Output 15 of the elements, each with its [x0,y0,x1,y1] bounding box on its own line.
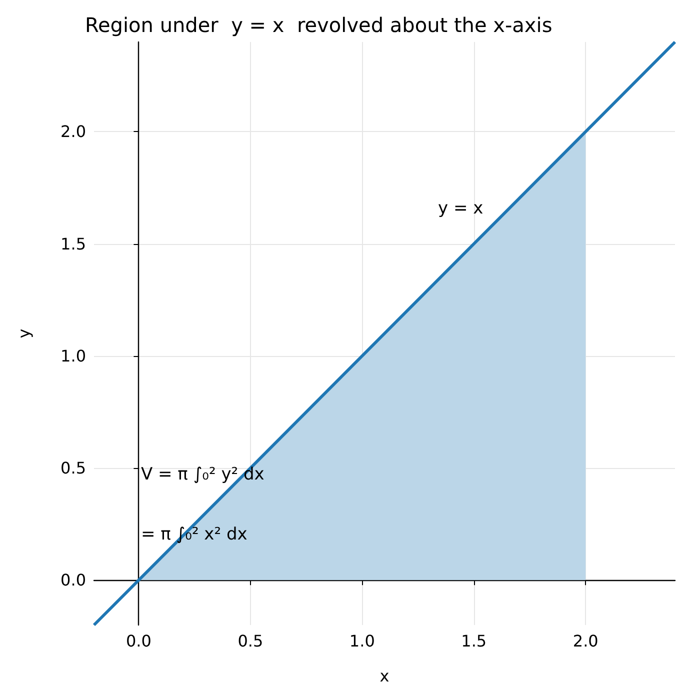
y-tick-label: 1.5 [60,234,86,254]
annotation: y = x [438,198,484,218]
x-tick-label: 2.0 [572,632,598,650]
x-axis-title: x [380,666,390,686]
x-tick-label: 1.0 [349,632,375,650]
y-tick-label: 0.0 [60,570,86,590]
x-tick-label: 0.0 [126,632,152,650]
x-tick-label: 1.5 [461,632,487,650]
y-axis-title: y [14,328,34,338]
y-tick-label: 1.0 [60,346,86,366]
annotation: V = π ∫₀² y² dx [141,464,264,484]
y-tick-label: 0.5 [60,458,86,478]
chart-title: Region under y = x revolved about the x-axis [85,13,552,37]
y-tick-label: 2.0 [60,122,86,142]
x-tick-label: 0.5 [238,632,264,650]
